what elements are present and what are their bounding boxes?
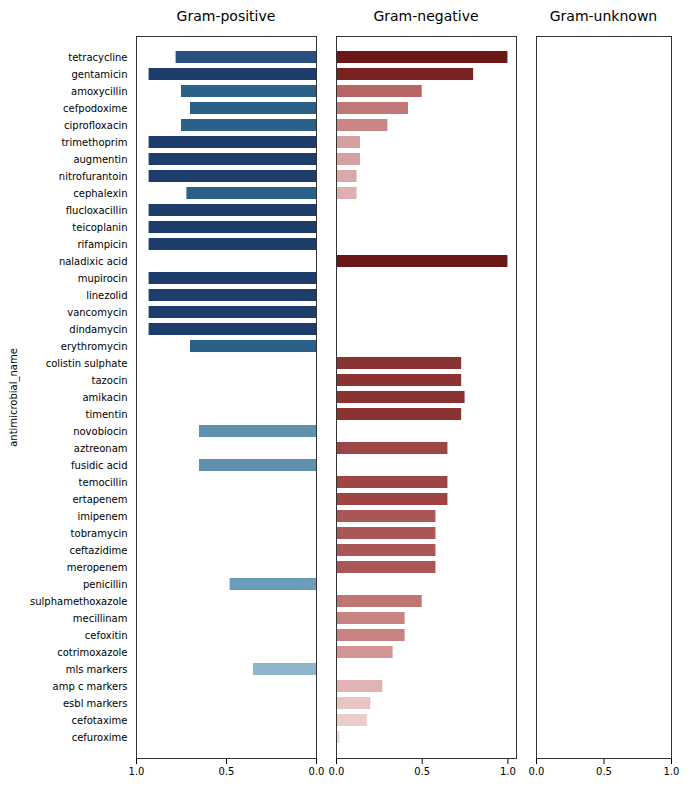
svg-text:antimicrobial_name: antimicrobial_name <box>8 348 20 447</box>
svg-text:1.0: 1.0 <box>664 766 680 777</box>
svg-text:ciprofloxacin: ciprofloxacin <box>64 120 127 131</box>
svg-text:tetracycline: tetracycline <box>68 52 127 63</box>
svg-text:flucloxacillin: flucloxacillin <box>66 205 128 216</box>
svg-text:amoxycillin: amoxycillin <box>71 86 127 97</box>
svg-text:erythromycin: erythromycin <box>61 341 128 352</box>
svg-text:cefoxitin: cefoxitin <box>85 630 128 641</box>
svg-text:tazocin: tazocin <box>91 375 127 386</box>
svg-text:tobramycin: tobramycin <box>71 528 128 539</box>
svg-text:mecillinam: mecillinam <box>73 613 128 624</box>
svg-text:aztreonam: aztreonam <box>74 443 128 454</box>
svg-text:vancomycin: vancomycin <box>67 307 127 318</box>
svg-text:0.5: 0.5 <box>219 766 235 777</box>
svg-text:cefpodoxime: cefpodoxime <box>63 103 127 114</box>
svg-text:meropenem: meropenem <box>67 562 128 573</box>
svg-text:0.0: 0.0 <box>529 766 545 777</box>
svg-text:1.0: 1.0 <box>129 766 145 777</box>
html-text:Gram-positive: Gram-positive <box>176 8 276 24</box>
svg-text:cefotaxime: cefotaxime <box>72 715 128 726</box>
svg-text:cotrimoxazole: cotrimoxazole <box>57 647 127 658</box>
svg-text:colistin sulphate: colistin sulphate <box>46 358 128 369</box>
svg-text:amp c markers: amp c markers <box>53 681 128 692</box>
svg-text:naladixic acid: naladixic acid <box>59 256 128 267</box>
svg-text:linezolid: linezolid <box>86 290 127 301</box>
svg-text:mupirocin: mupirocin <box>78 273 128 284</box>
svg-text:trimethoprim: trimethoprim <box>61 137 127 148</box>
svg-text:0.0: 0.0 <box>309 766 325 777</box>
svg-text:ertapenem: ertapenem <box>72 494 127 505</box>
svg-text:esbl markers: esbl markers <box>63 698 128 709</box>
svg-text:0.5: 0.5 <box>414 766 430 777</box>
html-text:Gram-negative: Gram-negative <box>373 8 479 24</box>
svg-text:amikacin: amikacin <box>82 392 127 403</box>
svg-text:nitrofurantoin: nitrofurantoin <box>59 171 128 182</box>
svg-text:timentin: timentin <box>86 409 128 420</box>
svg-text:fusidic acid: fusidic acid <box>71 460 127 471</box>
svg-text:dindamycin: dindamycin <box>69 324 127 335</box>
svg-text:ceftazidime: ceftazidime <box>69 545 127 556</box>
svg-text:cephalexin: cephalexin <box>73 188 127 199</box>
svg-text:gentamicin: gentamicin <box>71 69 127 80</box>
svg-text:imipenem: imipenem <box>77 511 127 522</box>
svg-text:1.0: 1.0 <box>500 766 516 777</box>
svg-text:rifampicin: rifampicin <box>77 239 127 250</box>
svg-text:mls markers: mls markers <box>66 664 128 675</box>
svg-text:novobiocin: novobiocin <box>73 426 127 437</box>
svg-text:sulphamethoxazole: sulphamethoxazole <box>30 596 127 607</box>
svg-text:augmentin: augmentin <box>73 154 127 165</box>
svg-text:teicoplanin: teicoplanin <box>72 222 127 233</box>
svg-text:penicillin: penicillin <box>83 579 128 590</box>
svg-text:temocillin: temocillin <box>79 477 128 488</box>
svg-text:0.0: 0.0 <box>329 766 345 777</box>
svg-text:0.5: 0.5 <box>596 766 612 777</box>
html-text:Gram-unknown: Gram-unknown <box>549 8 658 24</box>
svg-text:cefuroxime: cefuroxime <box>72 732 128 743</box>
